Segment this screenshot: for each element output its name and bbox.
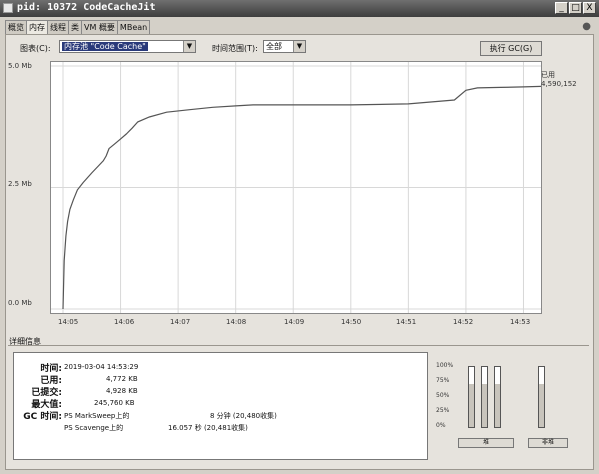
x-tick-label: 14:50: [341, 318, 362, 326]
max-value: 245,760 KB: [94, 399, 135, 407]
gc-collector-name: PS Scavenge上的: [64, 424, 124, 432]
memory-chart: [50, 61, 559, 314]
legend-label: 已用: [541, 71, 555, 79]
y-tick-label: 2.5 Mb: [8, 180, 32, 188]
window-title: pid: 10372 CodeCacheJit: [17, 2, 156, 13]
restore-button[interactable]: □: [569, 2, 582, 14]
committed-value: 4,928 KB: [106, 387, 138, 395]
x-tick-label: 14:51: [396, 318, 417, 326]
gauge-scale-label: 75%: [436, 377, 450, 384]
app-icon: [3, 3, 13, 13]
tab-vm-summary[interactable]: VM 概要: [81, 20, 118, 34]
chart-select[interactable]: 内存池 "Code Cache" ▼: [59, 40, 196, 53]
heap-pool-bar[interactable]: [468, 366, 475, 428]
chart-select-value: 内存池 "Code Cache": [62, 42, 148, 51]
max-label: 最大值:: [31, 400, 62, 410]
time-label: 时间:: [40, 364, 62, 374]
section-divider: [8, 345, 589, 346]
x-tick-label: 14:08: [226, 318, 247, 326]
minimize-button[interactable]: _: [555, 2, 568, 14]
gc-collector-time: 8 分钟 (20,480收集): [210, 412, 277, 420]
x-tick-label: 14:06: [114, 318, 135, 326]
y-tick-label: 0.0 Mb: [8, 299, 32, 307]
tab-classes[interactable]: 类: [68, 20, 82, 34]
used-value: 4,772 KB: [106, 375, 138, 383]
range-label: 时间范围(T):: [212, 44, 258, 53]
gc-collector-name: PS MarkSweep上的: [64, 412, 130, 420]
chart-legend: 已用 4,590,152: [541, 71, 577, 89]
gauge-scale-label: 25%: [436, 407, 450, 414]
memory-chart-plot: [51, 62, 559, 313]
close-button[interactable]: X: [583, 2, 596, 14]
tab-bar: 概览 内存 线程类 VM 概要 MBean: [5, 20, 151, 35]
bar-fill: [482, 383, 487, 427]
x-tick-label: 14:53: [510, 318, 531, 326]
perform-gc-button[interactable]: 执行 GC(G): [480, 41, 542, 56]
bar-fill: [495, 383, 500, 427]
x-tick-label: 14:09: [284, 318, 305, 326]
chevron-down-icon: ▼: [183, 41, 195, 52]
nonheap-pool-bar[interactable]: [538, 366, 545, 428]
heap-pool-bar[interactable]: [481, 366, 488, 428]
bar-fill: [469, 383, 474, 427]
tab-threads[interactable]: 线程: [47, 20, 69, 34]
gc-time-label: GC 时间:: [23, 412, 62, 422]
x-tick-label: 14:52: [453, 318, 474, 326]
range-select[interactable]: 全部 ▼: [263, 40, 306, 53]
gauge-scale-label: 100%: [436, 362, 454, 369]
details-section-title: 详细信息: [9, 337, 41, 346]
chevron-down-icon: ▼: [293, 41, 305, 52]
title-bar: pid: 10372 CodeCacheJit _ □ X: [0, 0, 599, 17]
gauge-scale-label: 50%: [436, 392, 450, 399]
used-memory-line: [62, 85, 559, 310]
range-select-value: 全部: [266, 42, 282, 51]
heap-button[interactable]: 堆: [458, 438, 514, 448]
y-tick-label: 5.0 Mb: [8, 62, 32, 70]
bar-fill: [539, 383, 544, 427]
x-tick-label: 14:07: [170, 318, 191, 326]
committed-label: 已提交:: [31, 388, 62, 398]
gauge-scale-label: 0%: [436, 422, 446, 429]
connection-icon: ●: [582, 21, 591, 32]
memory-gauges: 100% 75% 50% 25% 0%: [436, 354, 586, 460]
legend-value: 4,590,152: [541, 80, 577, 88]
gc-collector-time: 16.057 秒 (20,481收集): [168, 424, 248, 432]
tab-memory[interactable]: 内存: [26, 20, 48, 35]
tab-mbeans[interactable]: MBean: [116, 20, 151, 34]
details-panel: 时间: 2019-03-04 14:53:29 已用: 4,772 KB 已提交…: [13, 352, 428, 460]
heap-pool-bar[interactable]: [494, 366, 501, 428]
used-label: 已用:: [40, 376, 62, 386]
time-value: 2019-03-04 14:53:29: [64, 363, 139, 371]
x-tick-label: 14:05: [58, 318, 79, 326]
nonheap-button[interactable]: 非堆: [528, 438, 568, 448]
tab-overview[interactable]: 概览: [5, 20, 27, 34]
chart-label: 图表(C):: [20, 44, 51, 53]
